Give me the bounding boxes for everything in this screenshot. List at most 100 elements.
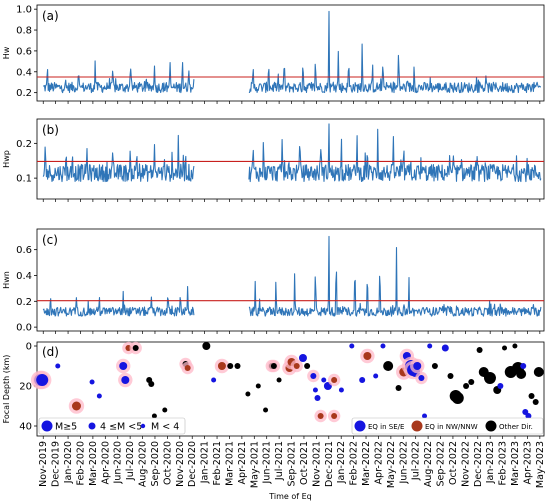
x-tick-label: May-2023 — [535, 441, 546, 488]
panel-label: (c) — [42, 233, 58, 247]
data-point — [263, 407, 269, 413]
x-tick-label: Jun-2020 — [113, 441, 124, 484]
y-tick-label: 20 — [19, 382, 32, 393]
x-tick-label: Aug-2020 — [138, 441, 149, 487]
data-point — [255, 383, 261, 389]
series-line-2 — [248, 123, 542, 183]
data-point — [71, 401, 81, 411]
data-point — [245, 391, 251, 397]
data-point — [317, 413, 324, 419]
data-point — [463, 383, 470, 389]
panel-label: (a) — [42, 9, 59, 23]
x-tick-label: Jun-2021 — [262, 441, 273, 484]
y-tick-label: 40 — [19, 422, 32, 433]
data-point — [312, 387, 318, 393]
y-axis-label: Hwn — [2, 271, 11, 289]
x-tick-label: Oct-2020 — [162, 441, 173, 485]
legend-direction-label: Other Dir. — [499, 423, 533, 431]
x-tick-label: Dec-2022 — [473, 441, 484, 487]
legend-size-marker — [41, 420, 53, 432]
data-point — [227, 363, 234, 369]
y-tick-label: 1.0 — [16, 5, 32, 16]
data-point — [422, 413, 428, 419]
x-tick-label: Jan-2022 — [336, 441, 347, 484]
data-point — [476, 347, 483, 353]
data-point — [359, 377, 366, 383]
data-point — [162, 407, 168, 413]
plot-frame-2 — [36, 118, 545, 200]
x-tick-label: Jul-2020 — [125, 441, 136, 481]
x-tick-label: Mar-2021 — [224, 441, 235, 486]
x-tick-label: Sep-2022 — [436, 441, 447, 487]
data-point — [516, 369, 527, 379]
panel-label: (b) — [42, 123, 59, 137]
data-point — [310, 373, 317, 379]
y-tick-label: 0.2 — [16, 297, 32, 308]
x-tick-label: Dec-2020 — [187, 441, 198, 487]
legend-direction-marker — [411, 420, 423, 432]
x-tick-label: Apr-2022 — [373, 441, 384, 484]
y-tick-label: 0.6 — [16, 245, 32, 256]
x-tick-label: Jan-2021 — [200, 441, 211, 484]
data-point — [338, 387, 344, 393]
y-axis-label: Hw — [2, 46, 11, 59]
legend-size-label: M < 4 — [151, 422, 179, 433]
data-point — [234, 363, 241, 369]
data-point — [89, 379, 95, 385]
x-tick-label: Oct-2021 — [299, 441, 310, 485]
data-point — [331, 377, 338, 383]
y-axis-label: Hwp — [2, 150, 11, 168]
data-point — [293, 363, 300, 369]
data-point — [211, 377, 217, 383]
x-tick-label: Nov-2022 — [460, 441, 471, 487]
x-tick-label: Mar-2022 — [361, 441, 372, 486]
x-axis-label: Time of Eq — [268, 492, 312, 501]
data-point — [349, 343, 355, 349]
x-tick-label: Aug-2022 — [423, 441, 434, 487]
legend-direction-label: EQ in SE/E — [368, 423, 404, 431]
x-tick-label: Sep-2020 — [150, 441, 161, 487]
legend-size-label: M≥5 — [55, 422, 77, 433]
data-point — [520, 363, 527, 369]
x-tick-label: Apr-2020 — [100, 441, 111, 484]
legend-size-label: 4 ≤M <5 — [100, 422, 142, 433]
y-tick-label: 0.6 — [16, 46, 32, 57]
y-tick-label: 0.1 — [16, 174, 32, 185]
data-point — [483, 372, 496, 384]
y-tick-label: 0.2 — [16, 88, 32, 99]
data-point — [121, 376, 130, 384]
series-line-1 — [42, 134, 195, 183]
data-point — [532, 399, 539, 405]
y-tick-label: 0.4 — [16, 67, 32, 78]
data-point — [202, 342, 211, 350]
legend-size-marker — [88, 422, 96, 430]
y-tick-label: 0.4 — [16, 271, 32, 282]
series-line-1 — [42, 285, 195, 317]
series-line-2 — [248, 10, 542, 94]
x-tick-label: Oct-2022 — [448, 441, 459, 485]
x-tick-label: Feb-2022 — [349, 441, 360, 485]
legend-direction-label: EQ in NW/NNW — [425, 423, 478, 431]
y-tick-label: 0.0 — [16, 323, 32, 334]
legend-size-marker — [140, 423, 146, 429]
data-point — [184, 365, 191, 371]
data-point — [533, 367, 544, 377]
y-axis-label: Focal Depth (km) — [2, 355, 11, 424]
data-point — [276, 377, 282, 383]
x-tick-label: Feb-2020 — [75, 441, 86, 485]
data-point — [331, 413, 338, 419]
data-point — [497, 383, 504, 389]
legend-direction-box — [351, 417, 544, 435]
x-tick-label: Apr-2021 — [237, 441, 248, 484]
x-tick-label: Feb-2021 — [212, 441, 223, 485]
data-point — [468, 379, 475, 385]
data-point — [96, 393, 102, 399]
plot-frame-3 — [36, 228, 545, 332]
y-tick-label: 0.8 — [16, 26, 32, 37]
y-tick-label: 0 — [26, 342, 32, 353]
data-point — [363, 352, 372, 360]
legend-direction-marker — [485, 420, 497, 432]
data-point — [321, 377, 327, 383]
x-tick-label: May-2021 — [249, 441, 260, 488]
